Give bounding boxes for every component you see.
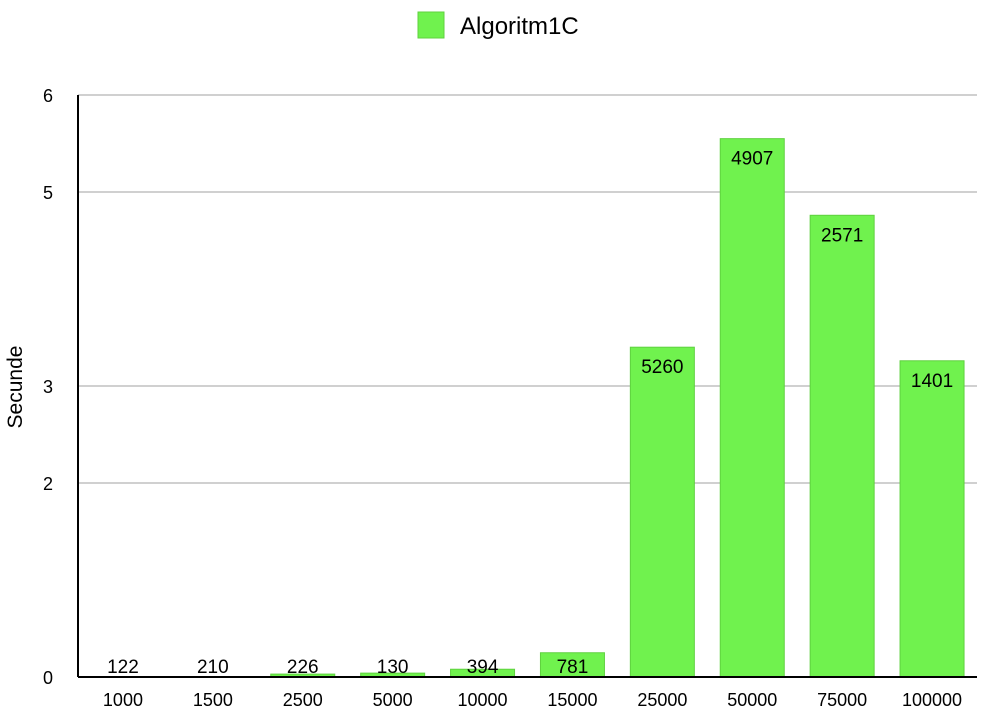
x-tick-label-100000: 100000 [902,690,962,710]
bar-75000 [809,214,875,678]
y-tick-label-2: 3 [43,377,53,397]
x-tick-label-1000: 1000 [103,690,143,710]
x-tick-label-75000: 75000 [817,690,867,710]
bars [270,138,965,678]
bar-100000 [899,360,965,678]
legend: Algoritm1C [417,11,579,40]
data-label-15000: 781 [557,657,589,678]
data-label-50000: 4907 [731,149,773,170]
x-tick-label-15000: 15000 [547,690,597,710]
data-label-5000: 130 [377,657,409,678]
x-tick-label-5000: 5000 [373,690,413,710]
data-label-1500: 210 [197,657,229,678]
x-tick-labels: 1000 1500 2500 5000 10000 15000 25000 50000 7500… [103,690,962,710]
y-tick-label-3: 5 [43,183,53,203]
data-label-10000: 394 [467,657,499,678]
bar-25000 [629,346,695,678]
legend-swatch [417,11,445,39]
x-tick-label-25000: 25000 [637,690,687,710]
x-tick-label-2500: 2500 [283,690,323,710]
legend-label: Algoritm1C [460,13,579,40]
y-axis-label: Secunde [4,346,27,429]
y-tick-labels: 0 2 3 5 6 [43,86,53,688]
bar-50000 [719,138,785,678]
x-tick-label-50000: 50000 [727,690,777,710]
data-labels: 122 210 226 130 394 781 5260 4907 2571 1401 [107,149,953,678]
data-label-25000: 5260 [641,357,683,378]
y-tick-label-1: 2 [43,474,53,494]
x-tick-label-10000: 10000 [458,690,508,710]
bar-15000 [539,652,605,678]
data-label-2500: 226 [287,657,319,678]
data-label-1000: 122 [107,657,139,678]
x-tick-label-1500: 1500 [193,690,233,710]
data-label-75000: 2571 [821,225,863,246]
y-tick-label-4: 6 [43,86,53,106]
y-tick-label-0: 0 [43,668,53,688]
data-label-100000: 1401 [911,371,953,392]
